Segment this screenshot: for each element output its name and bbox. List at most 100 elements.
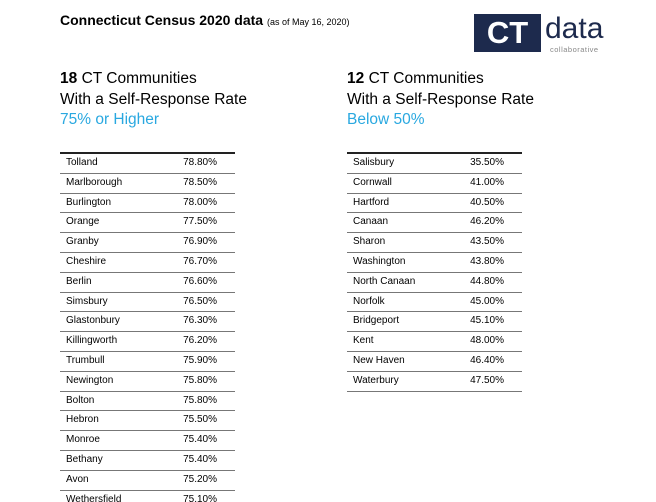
table-row: Hartford 40.50%	[347, 194, 522, 214]
table-row: Waterbury 47.50%	[347, 372, 522, 392]
subtitle: (as of May 16, 2020)	[266, 17, 350, 27]
response-rate: 77.50%	[183, 216, 217, 228]
table-row: Bridgeport 45.10%	[347, 312, 522, 333]
community-name: Granby	[66, 236, 99, 248]
response-rate: 41.00%	[470, 176, 504, 188]
table-row: Cornwall 41.00%	[347, 174, 522, 194]
response-rate: 78.50%	[183, 176, 217, 188]
table-row: Bolton 75.80%	[60, 392, 235, 412]
community-name: Avon	[66, 473, 89, 485]
community-name: Hartford	[353, 196, 390, 208]
community-name: Marlborough	[66, 176, 123, 188]
community-name: Kent	[353, 335, 374, 347]
community-name: Newington	[66, 374, 114, 386]
community-name: Waterbury	[353, 374, 399, 386]
response-rate: 46.20%	[470, 216, 504, 228]
community-name: Norfolk	[353, 295, 385, 307]
response-rate: 47.50%	[470, 374, 504, 386]
count: 12	[347, 70, 365, 87]
table-row: Avon 75.20%	[60, 471, 235, 491]
title: Connecticut Census 2020 data (as of May …	[60, 12, 350, 28]
response-rate: 76.30%	[183, 315, 217, 327]
table-row: Kent 48.00%	[347, 332, 522, 352]
community-name: Hebron	[66, 414, 99, 426]
response-rate: 75.40%	[183, 434, 217, 446]
table-row: Wethersfield 75.10%	[60, 491, 235, 502]
logo-mark: CT	[486, 15, 529, 50]
heading-text: CT Communities	[81, 70, 197, 87]
community-name: Tolland	[66, 157, 98, 168]
community-name: Orange	[66, 216, 100, 228]
response-rate: 76.90%	[183, 236, 217, 248]
community-name: Wethersfield	[66, 493, 122, 502]
community-name: Monroe	[66, 434, 100, 446]
table-row: Orange 77.50%	[60, 213, 235, 234]
count: 18	[60, 70, 78, 87]
response-rate: 75.90%	[183, 354, 217, 366]
response-rate: 45.10%	[470, 315, 504, 327]
table-row: Norfolk 45.00%	[347, 293, 522, 313]
table-row: Marlborough 78.50%	[60, 174, 235, 194]
heading-line: 12 CT Communities	[347, 69, 534, 90]
response-rate: 75.50%	[183, 414, 217, 426]
community-name: Bolton	[66, 394, 95, 406]
community-name: Simsbury	[66, 295, 108, 307]
community-name: Washington	[353, 255, 406, 267]
heading-line: With a Self-Response Rate	[60, 90, 247, 108]
table-row: Hebron 75.50%	[60, 411, 235, 432]
logo-word: data	[545, 12, 604, 45]
table-row: Burlington 78.00%	[60, 194, 235, 214]
response-rate: 44.80%	[470, 275, 504, 287]
heading-highlight: 75% or Higher	[60, 111, 160, 128]
response-rate: 43.80%	[470, 255, 504, 267]
table: Tolland 78.80% Marlborough 78.50% Burlington…	[60, 152, 235, 502]
table-row: Tolland 78.80%	[60, 154, 235, 174]
table-row: North Canaan 44.80%	[347, 273, 522, 293]
table: Salisbury 35.50% Cornwall 41.00% Hartford 40.…	[347, 152, 522, 392]
table-row: Canaan 46.20%	[347, 213, 522, 234]
response-rate: 75.40%	[183, 453, 217, 465]
logo-tagline: collaborative	[550, 45, 599, 54]
response-rate: 35.50%	[470, 157, 504, 168]
table-row: Washington 43.80%	[347, 253, 522, 273]
response-rate: 76.60%	[183, 275, 217, 287]
table-row: Cheshire 76.70%	[60, 253, 235, 273]
table-heading: 12 CT Communities With a Self-Response Ra…	[347, 69, 534, 131]
heading-line: With a Self-Response Rate	[347, 90, 534, 108]
table-row: Newington 75.80%	[60, 372, 235, 392]
response-rate: 75.20%	[183, 473, 217, 485]
community-name: Glastonbury	[66, 315, 120, 327]
community-name: Burlington	[66, 196, 112, 208]
response-rate: 78.80%	[183, 157, 217, 168]
table-row: Sharon 43.50%	[347, 233, 522, 253]
community-name: Trumbull	[66, 354, 105, 366]
table-heading: 18 CT Communities With a Self-Response Ra…	[60, 69, 247, 131]
table-row: Glastonbury 76.30%	[60, 312, 235, 333]
response-rate: 75.80%	[183, 394, 217, 406]
response-rate: 76.70%	[183, 255, 217, 267]
table-row: New Haven 46.40%	[347, 352, 522, 372]
title-text: Connecticut Census 2020 data	[60, 12, 264, 28]
community-name: Bethany	[66, 453, 103, 465]
community-name: Berlin	[66, 275, 92, 287]
community-name: Killingworth	[66, 335, 118, 347]
table-row: Salisbury 35.50%	[347, 154, 522, 174]
community-name: Bridgeport	[353, 315, 400, 327]
response-rate: 75.80%	[183, 374, 217, 386]
table-row: Trumbull 75.90%	[60, 352, 235, 372]
response-rate: 76.50%	[183, 295, 217, 307]
community-name: Salisbury	[353, 157, 395, 168]
community-name: Sharon	[353, 236, 386, 248]
community-name: Cheshire	[66, 255, 107, 267]
response-rate: 78.00%	[183, 196, 217, 208]
community-name: Canaan	[353, 216, 389, 228]
heading-text: CT Communities	[368, 70, 484, 87]
community-name: Cornwall	[353, 176, 392, 188]
table-row: Granby 76.90%	[60, 233, 235, 253]
response-rate: 45.00%	[470, 295, 504, 307]
response-rate: 43.50%	[470, 236, 504, 248]
response-rate: 48.00%	[470, 335, 504, 347]
table-row: Bethany 75.40%	[60, 451, 235, 471]
heading-highlight: Below 50%	[347, 111, 425, 128]
